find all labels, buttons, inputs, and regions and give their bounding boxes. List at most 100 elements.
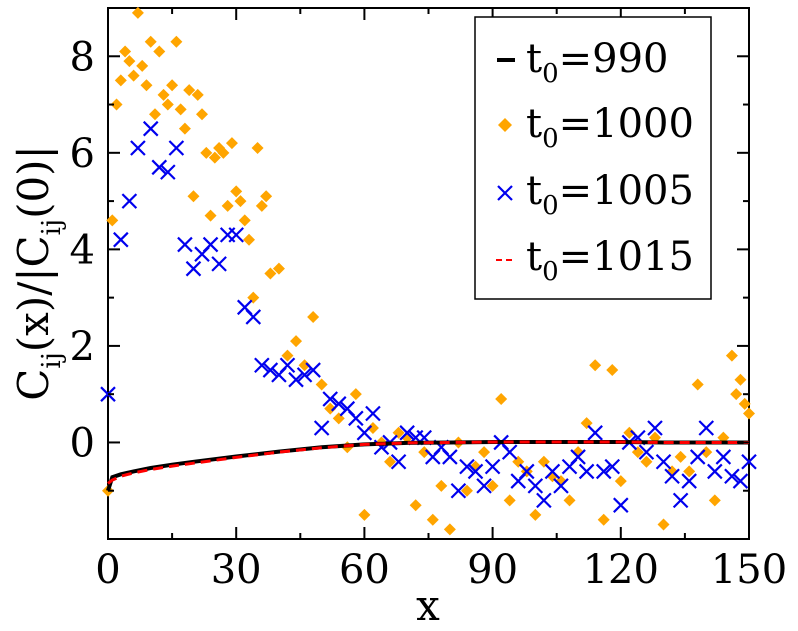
data-point-diamond — [563, 494, 576, 507]
data-point-diamond — [166, 79, 179, 92]
y-axis-ticks: 0 2 4 6 8 — [70, 34, 749, 492]
data-point-diamond — [196, 108, 209, 121]
data-point-diamond — [443, 523, 456, 536]
data-point-diamond — [217, 146, 230, 159]
data-point-cross — [647, 420, 663, 436]
data-point-diamond — [110, 98, 123, 111]
data-point-cross — [587, 425, 603, 441]
data-point-diamond — [478, 446, 491, 459]
data-point-cross — [356, 425, 373, 441]
data-point-cross — [202, 236, 219, 253]
data-point-diamond — [700, 446, 713, 459]
x-tick-label: 150 — [711, 547, 787, 593]
y-tick-label: 0 — [70, 420, 95, 466]
data-point-cross — [322, 391, 338, 407]
data-point-cross — [689, 449, 706, 465]
x-tick-label: 120 — [583, 547, 659, 593]
data-point-diamond — [486, 479, 499, 492]
data-point-cross — [399, 425, 415, 441]
data-point-diamond — [495, 393, 508, 406]
data-point-diamond — [255, 199, 268, 212]
data-point-cross — [450, 482, 467, 499]
data-point-diamond — [426, 513, 439, 526]
data-point-diamond — [149, 108, 162, 121]
data-point-diamond — [708, 494, 721, 507]
data-point-cross — [228, 227, 244, 243]
data-point-cross — [698, 420, 715, 436]
y-tick-label: 6 — [70, 131, 95, 177]
data-point-cross — [613, 497, 629, 513]
data-point-cross — [715, 449, 732, 465]
data-point-diamond — [730, 388, 743, 401]
data-point-cross — [459, 458, 475, 475]
data-point-cross — [732, 473, 749, 489]
legend-entry-990: t0=990 — [497, 36, 669, 89]
data-point-diamond — [221, 199, 234, 212]
data-point-cross — [553, 478, 569, 494]
data-point-cross — [160, 164, 176, 180]
data-point-diamond — [153, 45, 166, 58]
data-point-cross — [501, 444, 518, 460]
data-point-cross — [279, 357, 296, 373]
data-point-diamond — [187, 190, 200, 203]
series-line — [106, 440, 749, 492]
data-point-diamond — [243, 233, 256, 246]
data-point-cross — [348, 410, 364, 427]
data-point-cross — [519, 463, 535, 480]
x-tick-label: 60 — [339, 547, 390, 593]
data-point-cross — [245, 309, 262, 325]
legend-label-1000: t0=1000 — [526, 101, 694, 154]
data-point-diamond — [136, 59, 149, 72]
y-axis-label-tail: (0)| — [9, 145, 58, 219]
data-point-cross — [121, 193, 138, 209]
data-point-cross — [578, 463, 595, 480]
data-point-diamond — [366, 421, 379, 434]
data-point-diamond — [435, 479, 448, 492]
data-point-diamond — [725, 349, 738, 362]
data-point-diamond — [743, 407, 755, 420]
data-point-cross — [151, 159, 168, 176]
data-point-cross — [595, 463, 612, 480]
data-point-diamond — [174, 103, 187, 116]
x-tick-label: 30 — [211, 547, 262, 593]
data-point-diamond — [358, 508, 371, 521]
data-point-cross — [570, 449, 586, 465]
data-point-diamond — [298, 359, 311, 372]
x-tick-label: 90 — [467, 547, 518, 593]
data-point-cross — [177, 236, 193, 253]
data-point-diamond — [238, 214, 251, 227]
data-point-diamond — [161, 98, 174, 111]
data-point-diamond — [260, 190, 273, 203]
legend-label-1005: t0=1005 — [526, 168, 694, 221]
legend: t0=990 t0=1000 t0=1005 t0=1015 — [474, 16, 712, 300]
data-point-diamond — [734, 373, 747, 386]
data-point-diamond — [144, 35, 157, 48]
data-point-diamond — [614, 475, 627, 488]
x-axis-ticks: 0 30 60 90 120 150 — [95, 8, 787, 593]
data-point-cross — [664, 468, 680, 485]
data-point-diamond — [307, 310, 320, 323]
data-point-cross — [185, 260, 202, 277]
data-point-diamond — [123, 55, 136, 68]
data-point-cross — [313, 420, 330, 436]
data-point-cross — [390, 453, 407, 470]
data-point-cross — [467, 463, 484, 480]
y-axis-label-mid: (x)/|C — [9, 235, 58, 352]
data-point-diamond — [272, 262, 285, 275]
data-point-cross — [724, 468, 740, 485]
data-point-diamond — [529, 508, 542, 521]
data-point-diamond — [234, 195, 247, 208]
legend-entry-1000: t0=1000 — [498, 101, 694, 154]
data-point-cross — [254, 357, 270, 373]
data-point-cross — [288, 371, 304, 388]
data-point-cross — [484, 458, 501, 475]
data-point-cross — [305, 362, 321, 378]
data-point-cross — [296, 367, 313, 383]
data-point-diamond — [324, 402, 337, 415]
data-point-diamond — [674, 450, 687, 463]
data-point-diamond — [251, 141, 264, 154]
data-point-diamond — [131, 6, 144, 19]
legend-label-1015: t0=1015 — [526, 234, 694, 287]
data-point-diamond — [460, 484, 473, 497]
